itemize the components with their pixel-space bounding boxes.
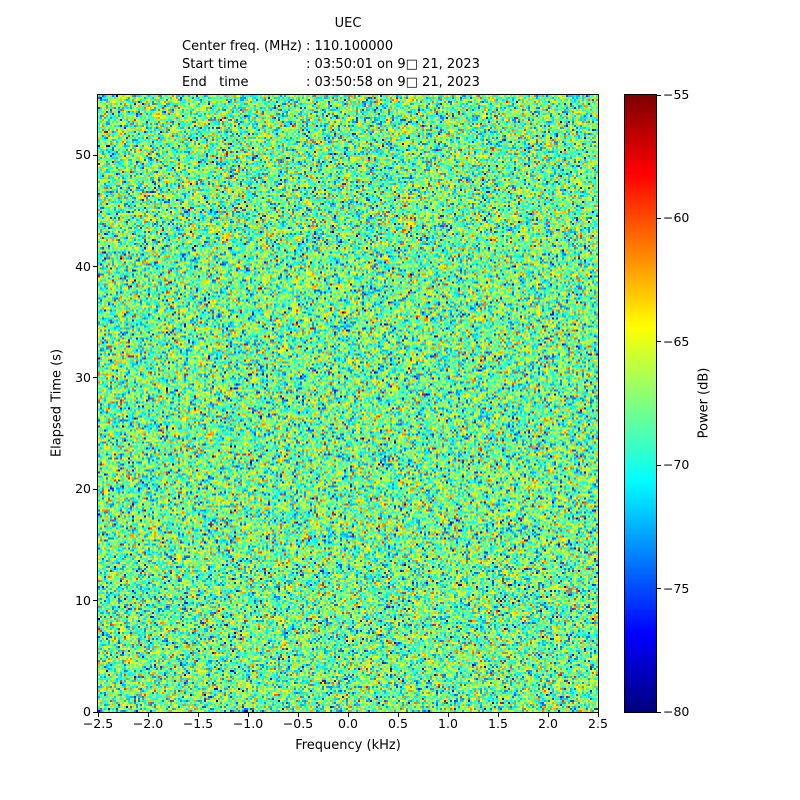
spectrogram-heatmap-canvas [98,95,598,712]
x-tick-mark [147,713,149,717]
x-tick-label: 2.5 [588,716,608,731]
x-tick-mark [197,713,199,717]
x-axis-label: Frequency (kHz) [295,738,401,753]
x-tick-label: −0.5 [282,716,314,731]
x-tick-label: −1.5 [182,716,214,731]
x-tick-label: 0.0 [338,716,358,731]
y-tick-label: 40 [75,258,91,274]
colorbar-tick-mark [657,711,661,713]
x-tick-mark [297,713,299,717]
y-tick-mark [93,711,97,713]
center-freq-value: : 110.100000 [306,39,394,54]
center-freq-line: Center freq. (MHz) : 110.100000 [182,39,393,55]
end-time-value: : 03:50:58 on 9□ 21, 2023 [306,75,480,90]
x-tick-mark [247,713,249,717]
colorbar-tick-label: −60 [663,210,690,226]
y-tick-label: 10 [75,592,91,608]
colorbar-tick-label: −55 [663,87,690,102]
x-tick-mark [497,713,499,717]
colorbar-tick-label: −80 [663,704,690,719]
x-tick-mark [447,713,449,717]
y-tick-mark [93,266,97,267]
x-tick-mark [97,713,99,717]
y-tick-mark [93,377,97,379]
start-time-line: Start time : 03:50:01 on 9□ 21, 2023 [182,57,480,73]
x-tick-label: 2.0 [538,716,558,731]
x-tick-label: −2.0 [132,716,164,731]
colorbar [624,94,657,713]
y-tick-mark [93,154,97,156]
x-tick-mark [597,713,599,717]
colorbar-gradient-canvas [625,95,656,712]
center-freq-label: Center freq. (MHz) [182,39,302,54]
colorbar-tick-label: −70 [663,457,690,473]
y-tick-label: 20 [75,481,91,497]
x-tick-mark [397,713,399,717]
plot-area [97,94,599,713]
colorbar-tick-mark [657,94,661,96]
colorbar-tick-label: −65 [663,333,690,349]
x-tick-label: 0.5 [388,716,408,731]
start-time-label: Start time [182,57,248,72]
x-tick-label: −1.0 [232,716,264,731]
y-axis-label: Elapsed Time (s) [49,348,65,458]
colorbar-tick-mark [657,464,661,466]
y-tick-mark [93,488,97,490]
end-time-label: End time [182,75,249,90]
colorbar-tick-mark [657,341,661,343]
x-tick-mark [347,713,349,717]
y-tick-label: 50 [75,147,91,163]
colorbar-tick-mark [657,217,661,219]
x-tick-label: 1.5 [488,716,508,731]
x-tick-mark [547,713,549,717]
figure-title: UEC [334,16,362,31]
colorbar-tick-label: −75 [663,580,690,596]
y-tick-label: 0 [83,704,91,719]
colorbar-label: Power (dB) [696,367,712,439]
x-tick-label: 1.0 [438,716,458,731]
start-time-value: : 03:50:01 on 9□ 21, 2023 [306,57,480,72]
colorbar-tick-mark [657,588,661,590]
x-tick-label: −2.5 [82,716,114,731]
end-time-line: End time : 03:50:58 on 9□ 21, 2023 [182,75,480,91]
y-tick-mark [93,600,97,602]
y-tick-label: 30 [75,369,91,385]
